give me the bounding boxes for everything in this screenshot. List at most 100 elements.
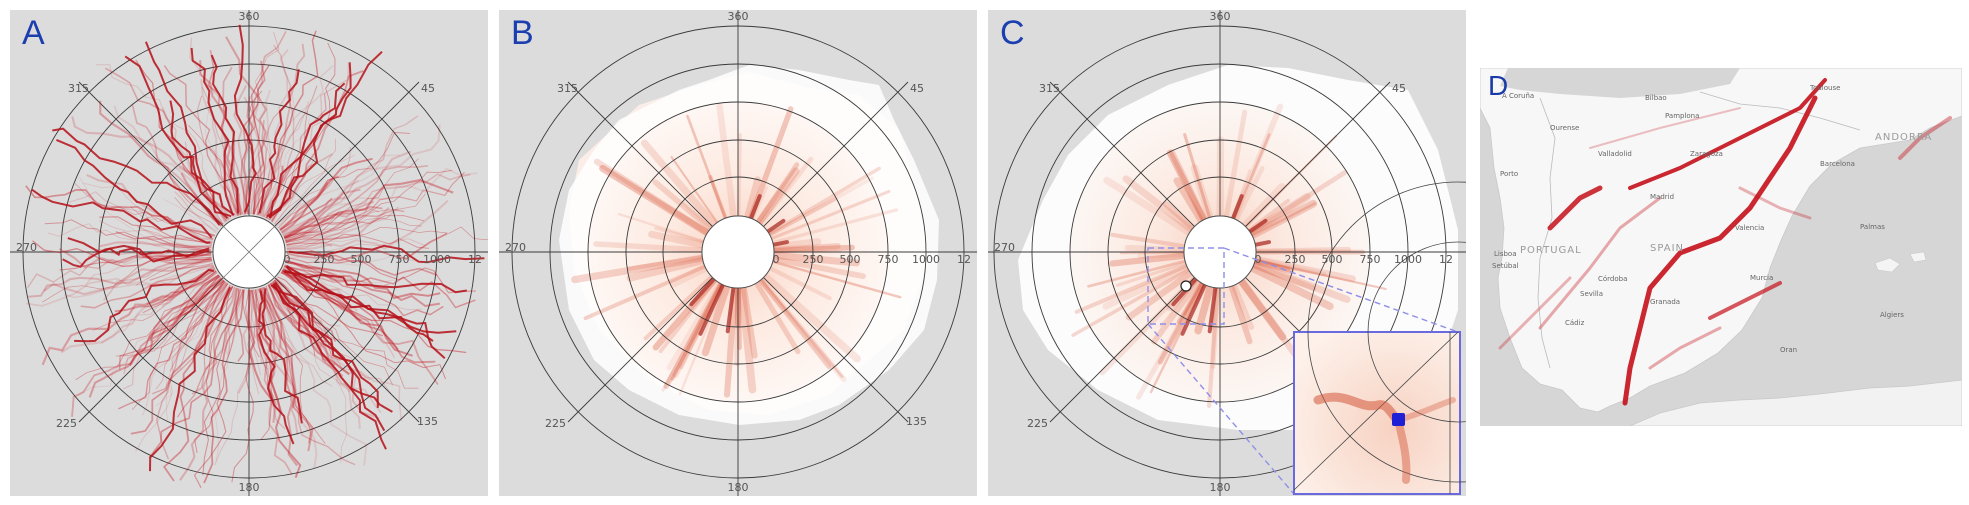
radius-label: 750 bbox=[1360, 253, 1381, 266]
trajectory bbox=[116, 281, 226, 357]
trajectory-strong bbox=[286, 264, 467, 294]
trajectory bbox=[179, 275, 221, 317]
radius-label: 500 bbox=[840, 253, 861, 266]
density-streak bbox=[617, 212, 705, 243]
trajectory bbox=[149, 260, 213, 281]
density-streak bbox=[663, 281, 724, 389]
trajectory bbox=[225, 287, 237, 358]
density-streak bbox=[1238, 277, 1300, 359]
trajectory bbox=[283, 200, 374, 238]
route-line bbox=[1589, 107, 1741, 149]
density-streak bbox=[1071, 267, 1191, 337]
trajectory bbox=[167, 172, 222, 227]
trajectory-strong bbox=[52, 127, 221, 226]
city-label: Cádiz bbox=[1565, 319, 1585, 327]
trajectory bbox=[268, 284, 347, 464]
angle-label: 225 bbox=[545, 417, 566, 430]
density-streak bbox=[1115, 261, 1188, 287]
density-streaks-b bbox=[571, 103, 902, 398]
trajectory bbox=[141, 281, 226, 416]
trajectory-strong bbox=[273, 282, 387, 450]
trajectory bbox=[118, 277, 222, 410]
density-streak bbox=[593, 158, 711, 236]
trajectory bbox=[249, 289, 262, 376]
trajectory bbox=[58, 247, 212, 269]
trajectory bbox=[161, 271, 217, 307]
country-labels: PORTUGAL SPAIN ANDORRA bbox=[1520, 132, 1931, 256]
route-line bbox=[1498, 276, 1572, 350]
trajectory bbox=[83, 182, 214, 240]
density-streak bbox=[1122, 175, 1196, 234]
trajectory bbox=[277, 276, 384, 337]
density-streak bbox=[753, 280, 801, 355]
trajectory bbox=[259, 64, 334, 216]
trajectory bbox=[155, 279, 225, 460]
trajectory bbox=[258, 288, 283, 414]
density-streak bbox=[1251, 255, 1356, 283]
trajectory bbox=[262, 286, 299, 435]
trajectory bbox=[250, 64, 270, 215]
density-streak bbox=[1168, 149, 1208, 223]
highlighted-point[interactable] bbox=[1392, 413, 1405, 426]
city-label: Córdoba bbox=[1598, 275, 1627, 283]
trajectory-strong bbox=[56, 138, 213, 239]
density-streak bbox=[767, 176, 874, 237]
angle-label: 360 bbox=[239, 10, 260, 23]
trajectory bbox=[187, 125, 242, 216]
trajectory bbox=[279, 175, 339, 231]
trajectory bbox=[147, 237, 212, 249]
density-streak bbox=[759, 278, 844, 379]
trajectory bbox=[235, 288, 245, 362]
angle-label: 270 bbox=[505, 241, 526, 254]
zoom-connector-top bbox=[1223, 247, 1459, 333]
trajectory bbox=[130, 206, 214, 240]
polar-labels-b: 360 45 135 180 225 270 315 0 250 500 750 1000 12 bbox=[505, 10, 971, 494]
trajectory-strong bbox=[62, 244, 210, 268]
selected-point-marker[interactable] bbox=[1180, 280, 1192, 292]
density-streak bbox=[1074, 263, 1189, 314]
trajectory bbox=[265, 141, 316, 219]
density-streak bbox=[1254, 258, 1387, 290]
trajectory bbox=[250, 289, 302, 479]
trajectory bbox=[285, 260, 440, 308]
trajectory-strong bbox=[233, 24, 258, 213]
trajectory bbox=[267, 284, 334, 345]
density-streak bbox=[648, 230, 707, 249]
density-streak bbox=[1183, 133, 1212, 220]
trajectory bbox=[194, 286, 234, 453]
trajectory bbox=[285, 171, 465, 243]
trajectory bbox=[257, 288, 326, 444]
trajectory bbox=[25, 185, 215, 237]
density-streak bbox=[1230, 282, 1255, 330]
route-line bbox=[1622, 95, 1818, 406]
panel-label-c: C bbox=[1000, 14, 1025, 52]
trajectory bbox=[253, 289, 286, 430]
trajectory bbox=[240, 60, 266, 215]
city-label: A Coruña bbox=[1502, 92, 1534, 100]
zoom-selection-box[interactable] bbox=[1147, 247, 1225, 325]
density-streak bbox=[736, 285, 742, 351]
trajectory bbox=[247, 289, 275, 403]
angle-label: 135 bbox=[906, 415, 927, 428]
trajectory bbox=[269, 282, 380, 419]
trajectory bbox=[262, 286, 298, 467]
trajectory bbox=[283, 150, 412, 239]
map-view[interactable]: A Coruña Ourense Bilbao Pamplona Toulouse Val… bbox=[1480, 68, 1962, 426]
route-line bbox=[1628, 78, 1827, 190]
trajectory bbox=[261, 43, 306, 217]
zoom-inset bbox=[1293, 181, 1466, 495]
trajectory bbox=[183, 278, 223, 316]
city-label: Bilbao bbox=[1645, 94, 1667, 102]
angle-label: 45 bbox=[421, 82, 435, 95]
trajectory bbox=[267, 70, 364, 220]
density-streak bbox=[757, 156, 814, 227]
route-line bbox=[1738, 186, 1812, 220]
radius-label: 1000 bbox=[1394, 253, 1422, 266]
trajectory bbox=[283, 179, 454, 239]
trajectory bbox=[286, 241, 333, 250]
density-hotspot bbox=[1247, 218, 1268, 234]
trajectory bbox=[71, 277, 222, 417]
polar-plot-a: 360 45 135 180 225 270 315 0 250 500 750 1000 12 bbox=[10, 10, 488, 496]
